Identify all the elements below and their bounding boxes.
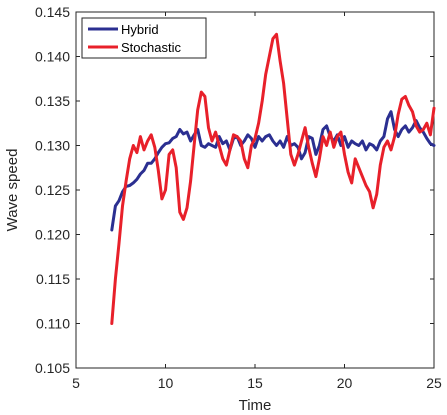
x-tick-label: 25 bbox=[426, 375, 442, 391]
y-tick-label: 0.125 bbox=[35, 182, 70, 198]
legend-box bbox=[81, 17, 207, 59]
series-line-hybrid bbox=[110, 110, 436, 232]
y-tick-label: 0.130 bbox=[35, 138, 70, 154]
plot-area: 5 10 15 20 25 0.105 0.110 0.115 0.120 0.125 0.130 0… bbox=[35, 4, 442, 391]
x-tick-label: 20 bbox=[337, 375, 353, 391]
x-axis-label: Time bbox=[239, 397, 272, 414]
legend: Hybrid Stochastic bbox=[81, 17, 207, 59]
y-tick-label: 0.120 bbox=[35, 227, 70, 243]
legend-label-stochastic: Stochastic bbox=[121, 40, 181, 55]
x-tick-label: 5 bbox=[72, 375, 80, 391]
x-tick-label: 10 bbox=[158, 375, 174, 391]
y-tick-label: 0.110 bbox=[36, 316, 70, 332]
legend-label-hybrid: Hybrid bbox=[121, 22, 159, 37]
y-tick-label: 0.145 bbox=[35, 4, 70, 20]
y-tick-label: 0.115 bbox=[36, 271, 70, 287]
y-tick-label: 0.140 bbox=[35, 49, 70, 65]
y-axis-label: Wave speed bbox=[4, 149, 21, 232]
x-tick-label: 15 bbox=[247, 375, 263, 391]
y-tick-label: 0.135 bbox=[35, 93, 70, 109]
y-tick-label: 0.105 bbox=[35, 360, 70, 376]
series-line-stochastic bbox=[110, 32, 436, 325]
